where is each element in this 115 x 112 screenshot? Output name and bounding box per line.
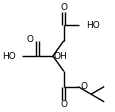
Text: O: O [60,3,67,12]
Text: O: O [60,100,67,109]
Text: O: O [27,35,33,44]
Text: OH: OH [53,52,67,60]
Text: HO: HO [85,21,99,30]
Text: O: O [80,82,87,91]
Text: HO: HO [3,52,16,60]
